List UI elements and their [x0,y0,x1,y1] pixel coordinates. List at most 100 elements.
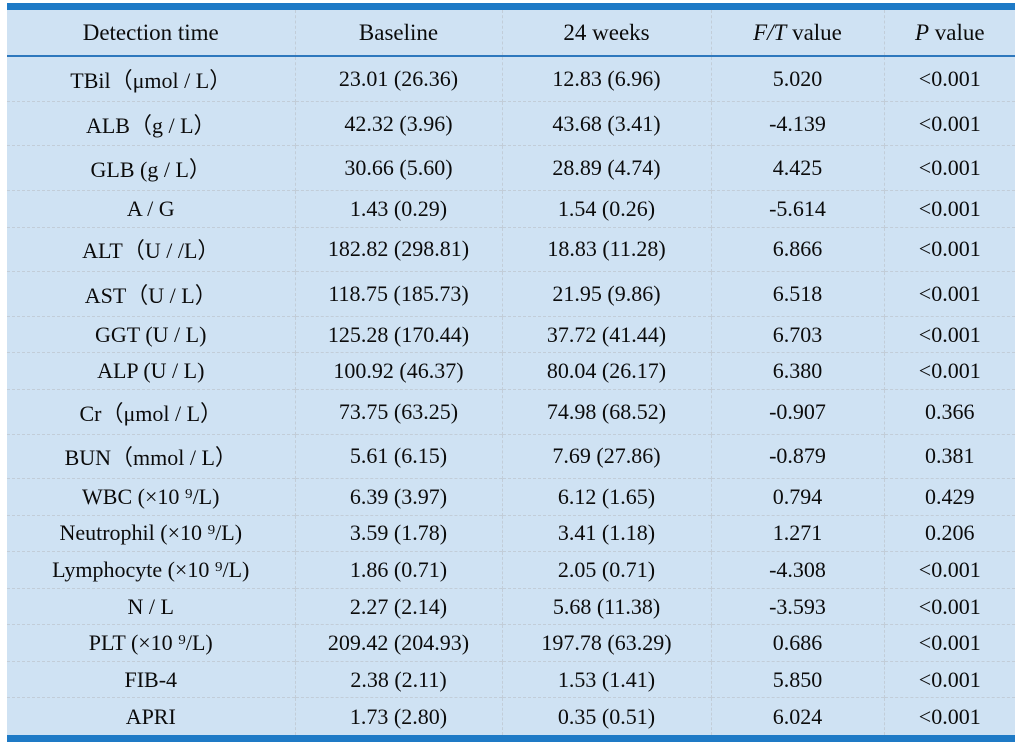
cell-p-value: <0.001 [883,551,1015,589]
cell-ft-value: -4.308 [710,551,884,589]
cell-parameter: Lymphocyte (×10 ⁹/L) [7,551,295,589]
cell-baseline: 23.01 (26.36) [294,56,502,102]
cell-baseline: 182.82 (298.81) [294,226,502,272]
cell-ft-value: 0.794 [710,478,884,516]
cell-ft-value: 6.024 [710,697,884,739]
cell-p-value: 0.429 [883,478,1015,516]
cell-ft-value: 6.703 [710,315,884,353]
cell-weeks24: 21.95 (9.86) [501,271,711,317]
table-row: Neutrophil (×10 ⁹/L) 3.59 (1.78) 3.41 (1.1… [7,514,1015,552]
cell-ft-value: -4.139 [710,100,884,146]
header-ft-value: F/T value [710,6,884,57]
cell-p-value: <0.001 [883,587,1015,625]
header-24-weeks: 24 weeks [501,6,711,57]
cell-ft-value: 5.020 [710,56,884,102]
cell-weeks24: 2.05 (0.71) [501,551,711,589]
ft-value-label: value [786,19,842,45]
table-row: ALB（g / L） 42.32 (3.96) 43.68 (3.41) -4.139… [7,100,1015,146]
cell-baseline: 1.86 (0.71) [294,551,502,589]
cell-ft-value: -0.907 [710,388,884,435]
header-baseline: Baseline [294,6,502,57]
lab-results-table: Detection time Baseline 24 weeks F/T val… [7,3,1015,742]
cell-p-value: <0.001 [883,697,1015,739]
cell-p-value: 0.381 [883,433,1015,479]
cell-baseline: 1.43 (0.29) [294,190,502,228]
cell-parameter: WBC (×10 ⁹/L) [7,478,295,516]
cell-p-value: <0.001 [883,660,1015,698]
ft-statistic-symbol: F/T [753,19,787,45]
cell-parameter: N / L [7,587,295,625]
cell-weeks24: 1.53 (1.41) [501,660,711,698]
cell-baseline: 3.59 (1.78) [294,514,502,552]
cell-baseline: 30.66 (5.60) [294,145,502,191]
cell-p-value: <0.001 [883,315,1015,353]
cell-baseline: 1.73 (2.80) [294,697,502,739]
cell-weeks24: 197.78 (63.29) [501,624,711,662]
cell-baseline: 118.75 (185.73) [294,271,502,317]
cell-ft-value: 1.271 [710,514,884,552]
cell-weeks24: 5.68 (11.38) [501,587,711,625]
cell-parameter: PLT (×10 ⁹/L) [7,624,295,662]
cell-parameter: APRI [7,697,295,739]
cell-baseline: 209.42 (204.93) [294,624,502,662]
table-row: ALP (U / L) 100.92 (46.37) 80.04 (26.17) 6.… [7,352,1015,390]
cell-parameter: A / G [7,190,295,228]
table-row: AST（U / L） 118.75 (185.73) 21.95 (9.86) 6.5… [7,271,1015,317]
table-row: A / G 1.43 (0.29) 1.54 (0.26) -5.614 <0.001 [7,190,1015,228]
cell-parameter: ALT（U / /L） [7,226,295,272]
cell-weeks24: 18.83 (11.28) [501,226,711,272]
cell-baseline: 42.32 (3.96) [294,100,502,146]
cell-p-value: <0.001 [883,100,1015,146]
cell-weeks24: 28.89 (4.74) [501,145,711,191]
cell-parameter: TBil（μmol / L） [70,67,232,93]
cell-ft-value: -0.879 [710,433,884,479]
cell-p-value: 0.366 [883,388,1015,435]
table-row: TBil（μmol / L） 23.01 (26.36) 12.83 (6.96) 5… [7,56,1015,102]
cell-baseline: 2.27 (2.14) [294,587,502,625]
cell-weeks24: 74.98 (68.52) [501,388,711,435]
cell-weeks24: 12.83 (6.96) [501,56,711,102]
table-row: PLT (×10 ⁹/L) 209.42 (204.93) 197.78 (63.2… [7,624,1015,662]
cell-parameter: ALB（g / L） [7,100,295,146]
cell-weeks24: 3.41 (1.18) [501,514,711,552]
cell-parameter: ALP (U / L) [7,352,295,390]
cell-parameter: FIB-4 [7,660,295,698]
table-row: WBC (×10 ⁹/L) 6.39 (3.97) 6.12 (1.65) 0.794… [7,478,1015,516]
table-body: TBil（μmol / L） 23.01 (26.36) 12.83 (6.96) 5… [7,56,1015,739]
cell-ft-value: 6.518 [710,271,884,317]
cell-weeks24: 1.54 (0.26) [501,190,711,228]
cell-ft-value: -5.614 [710,190,884,228]
header-detection-time-label: Detection time [82,19,219,45]
table-row: N / L 2.27 (2.14) 5.68 (11.38) -3.593 <0.001 [7,587,1015,625]
cell-p-value: <0.001 [883,226,1015,272]
cell-parameter: AST（U / L） [7,271,295,317]
header-24-weeks-label: 24 weeks [563,19,650,45]
table-header: Detection time Baseline 24 weeks F/T val… [7,6,1015,57]
cell-weeks24: 43.68 (3.41) [501,100,711,146]
cell-p-value: <0.001 [883,56,1015,102]
cell-p-value: <0.001 [883,624,1015,662]
cell-ft-value: -3.593 [710,587,884,625]
cell-p-value: <0.001 [883,190,1015,228]
cell-parameter: Neutrophil (×10 ⁹/L) [7,514,295,552]
cell-baseline: 125.28 (170.44) [294,315,502,353]
header-row: Detection time Baseline 24 weeks F/T val… [7,6,1015,57]
cell-parameter: GLB (g / L） [7,145,295,191]
table-row: GGT (U / L) 125.28 (170.44) 37.72 (41.44) 6… [7,315,1015,353]
cell-p-value: <0.001 [883,352,1015,390]
cell-ft-value: 6.866 [710,226,884,272]
table-row: ALT（U / /L） 182.82 (298.81) 18.83 (11.28) 6… [7,226,1015,272]
header-baseline-label: Baseline [358,19,439,45]
cell-ft-value: 6.380 [710,352,884,390]
cell-weeks24: 37.72 (41.44) [501,315,711,353]
table-row: BUN（mmol / L） 5.61 (6.15) 7.69 (27.86) -0.8… [7,433,1015,479]
cell-ft-value: 4.425 [710,145,884,191]
cell-weeks24: 7.69 (27.86) [501,433,711,479]
header-detection-time: Detection time [7,6,295,57]
cell-baseline: 6.39 (3.97) [294,478,502,516]
table-row: APRI 1.73 (2.80) 0.35 (0.51) 6.024 <0.001 [7,697,1015,739]
cell-parameter: BUN（mmol / L） [7,433,295,479]
cell-baseline: 73.75 (63.25) [294,388,502,435]
table-row: GLB (g / L） 30.66 (5.60) 28.89 (4.74) 4.425… [7,145,1015,191]
cell-weeks24: 6.12 (1.65) [501,478,711,516]
